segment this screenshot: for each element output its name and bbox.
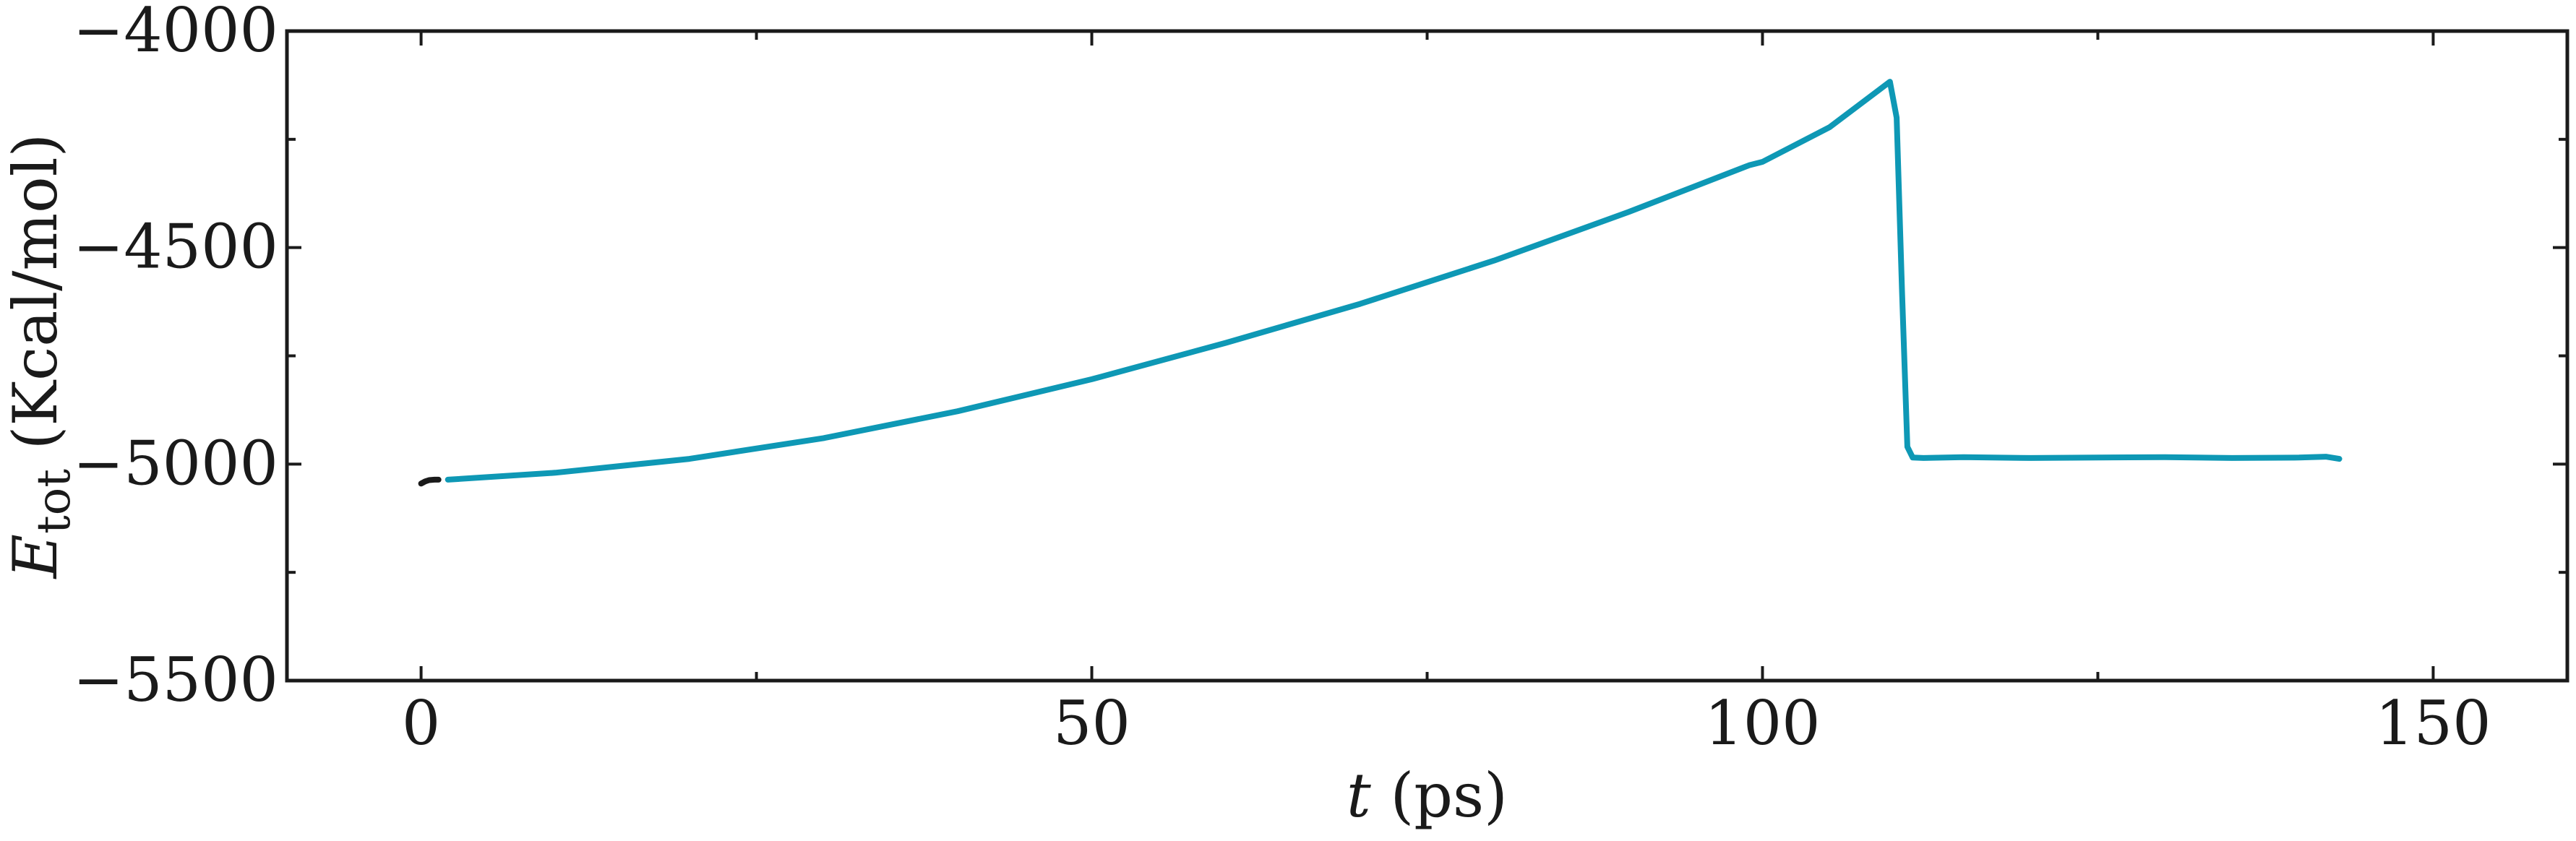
x-tick-label: 150 bbox=[2375, 688, 2491, 759]
series-line-1 bbox=[445, 79, 2343, 483]
x-axis-label-unit: (ps) bbox=[1371, 760, 1508, 831]
x-tick-label: 0 bbox=[402, 688, 440, 759]
y-tick-label: −4000 bbox=[73, 0, 278, 66]
plot-frame bbox=[285, 29, 2569, 683]
y-axis-label: Etot (Kcal/mol) bbox=[0, 134, 81, 580]
y-axis-label-var: E bbox=[0, 534, 71, 579]
x-tick-label: 50 bbox=[1053, 688, 1130, 759]
x-axis-label: t (ps) bbox=[1347, 760, 1508, 831]
plot-lines bbox=[418, 79, 2343, 487]
x-axis-label-var: t bbox=[1347, 760, 1371, 831]
x-ticks: 0 50 100 150 bbox=[402, 31, 2491, 759]
y-tick-label: −4500 bbox=[73, 212, 278, 283]
series-line-0 bbox=[418, 476, 442, 487]
y-axis-label-sub: tot bbox=[27, 469, 81, 534]
x-tick-label: 100 bbox=[1704, 688, 1820, 759]
y-tick-label: −5000 bbox=[73, 428, 278, 499]
y-axis-label-unit: (Kcal/mol) bbox=[0, 134, 71, 469]
y-tick-label: −5500 bbox=[73, 644, 278, 715]
y-ticks: −5500 −5000 −4500 −4000 bbox=[73, 0, 2567, 715]
